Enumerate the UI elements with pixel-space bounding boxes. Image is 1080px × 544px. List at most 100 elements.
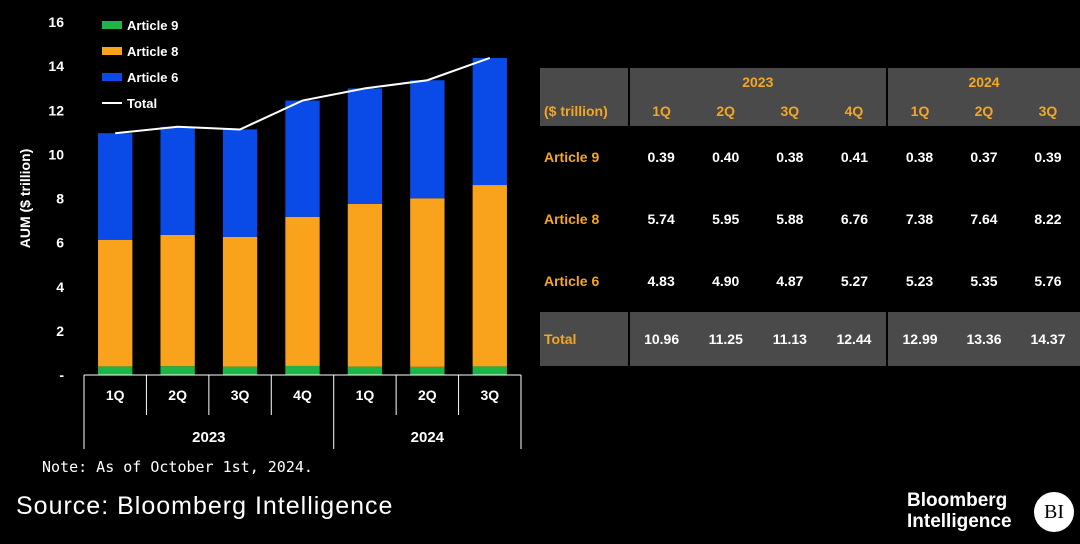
bar-segment-article-6 xyxy=(98,133,133,240)
legend-swatch xyxy=(102,47,122,55)
bar-segment-article-8 xyxy=(160,234,195,367)
y-tick-label: 6 xyxy=(56,235,64,251)
table-cell: 12.99 xyxy=(886,312,952,366)
table-row: Article 6 4.83 4.90 4.87 5.27 5.23 5.35 … xyxy=(540,250,1080,312)
y-tick-label: 2 xyxy=(56,323,64,339)
table-unit-label: ($ trillion) xyxy=(540,96,629,126)
x-tick-label: 3Q xyxy=(480,387,499,403)
bar-segment-article-8 xyxy=(98,239,133,367)
bar-segment-article-6 xyxy=(160,126,195,235)
table-quarter-header: 3Q xyxy=(757,96,822,126)
bar-segment-article-8 xyxy=(285,216,320,366)
y-tick-label: 16 xyxy=(48,14,64,30)
legend-swatch xyxy=(102,21,122,29)
brand-badge-icon: BI xyxy=(1034,492,1074,532)
bar-segment-article-9 xyxy=(285,365,320,375)
table-cell: 0.39 xyxy=(1034,149,1062,165)
year-group-label: 2023 xyxy=(192,429,225,446)
legend-label: Article 9 xyxy=(127,18,178,33)
table-cell: 5.23 xyxy=(905,273,934,289)
table-quarter-header: 2Q xyxy=(693,96,758,126)
legend-swatch xyxy=(102,73,122,81)
table-year-2023: 2023 xyxy=(627,68,888,96)
table-row-label: Article 8 xyxy=(544,211,600,227)
bar-segment-article-8 xyxy=(472,185,507,367)
table-year-2024: 2024 xyxy=(886,68,1080,96)
table-cell: 0.38 xyxy=(776,149,804,165)
y-tick-label: 4 xyxy=(56,279,64,295)
y-tick-label: 14 xyxy=(48,58,64,74)
y-tick-label: - xyxy=(59,367,64,383)
table-cell: 11.25 xyxy=(693,312,758,366)
table-cell: 6.76 xyxy=(840,211,869,227)
x-tick-label: 1Q xyxy=(356,387,375,403)
x-tick-label: 1Q xyxy=(106,387,125,403)
table-cell: 14.37 xyxy=(1015,312,1080,366)
total-line xyxy=(115,57,491,135)
data-table: 2023 2024 ($ trillion) 1Q 2Q 3Q 4Q 1Q 2Q… xyxy=(540,68,1080,366)
bar-segment-article-6 xyxy=(347,88,383,204)
bar-segment-article-8 xyxy=(222,236,258,367)
bar-segment-article-9 xyxy=(347,366,383,375)
x-tick-label: 2Q xyxy=(418,387,437,403)
bar-segment-article-6 xyxy=(222,129,258,237)
table-quarter-header: 1Q xyxy=(627,96,694,126)
table-row-label: Total xyxy=(540,312,629,366)
bar-segment-article-6 xyxy=(472,57,507,186)
table-corner-cell xyxy=(540,68,629,96)
table-cell: 0.41 xyxy=(840,149,869,165)
source-line: Source: Bloomberg Intelligence xyxy=(16,492,394,520)
bar-segment-article-8 xyxy=(410,198,445,367)
legend-label: Article 8 xyxy=(127,44,178,59)
y-tick-label: 12 xyxy=(48,102,64,118)
table-cell: 0.40 xyxy=(712,149,740,165)
table-quarter-header: 1Q xyxy=(886,96,952,126)
table-cell: 5.88 xyxy=(776,211,804,227)
table-quarter-header-row: ($ trillion) 1Q 2Q 3Q 4Q 1Q 2Q 3Q xyxy=(540,96,1080,126)
table-quarter-header: 2Q xyxy=(952,96,1016,126)
table-year-header-row: 2023 2024 xyxy=(540,68,1080,96)
table-cell: 8.22 xyxy=(1034,211,1062,227)
x-tick-label: 4Q xyxy=(293,387,312,403)
table-cell: 4.87 xyxy=(776,273,804,289)
table-cell: 11.13 xyxy=(757,312,822,366)
table-cell: 5.35 xyxy=(970,273,998,289)
table-cell: 0.37 xyxy=(970,149,998,165)
x-tick-label: 3Q xyxy=(231,387,250,403)
table-cell: 5.95 xyxy=(712,211,740,227)
table-cell: 0.39 xyxy=(647,149,675,165)
bar-segment-article-8 xyxy=(347,203,383,367)
y-tick-label: 8 xyxy=(56,191,64,207)
table-row: Article 9 0.39 0.40 0.38 0.41 0.38 0.37 … xyxy=(540,126,1080,188)
table-quarter-header: 4Q xyxy=(821,96,888,126)
footnote: Note: As of October 1st, 2024. xyxy=(42,458,313,476)
year-group-label: 2024 xyxy=(411,429,445,446)
table-cell: 5.76 xyxy=(1034,273,1062,289)
legend-label: Article 6 xyxy=(127,70,178,85)
bar-segment-article-9 xyxy=(472,366,507,375)
table-row-label: Article 6 xyxy=(544,273,600,289)
bar-segment-article-9 xyxy=(410,366,445,375)
table-quarter-header: 3Q xyxy=(1015,96,1080,126)
bar-segment-article-9 xyxy=(222,366,258,375)
table-cell: 13.36 xyxy=(952,312,1016,366)
bar-segment-article-6 xyxy=(410,80,445,199)
table-row-label: Article 9 xyxy=(544,149,600,165)
table-cell: 5.27 xyxy=(840,273,869,289)
table-cell: 0.38 xyxy=(905,149,934,165)
x-tick-label: 2Q xyxy=(168,387,187,403)
bar-segment-article-6 xyxy=(285,100,320,217)
table-cell: 5.74 xyxy=(647,211,675,227)
table-cell: 12.44 xyxy=(821,312,888,366)
table-total-row: Total 10.96 11.25 11.13 12.44 12.99 13.3… xyxy=(540,312,1080,366)
brand-logo: Bloomberg Intelligence xyxy=(907,490,1012,532)
table-cell: 10.96 xyxy=(627,312,694,366)
table-cell: 7.64 xyxy=(970,211,998,227)
brand-name-line1: Bloomberg xyxy=(907,490,1008,511)
bar-segment-article-9 xyxy=(98,366,133,375)
table-cell: 7.38 xyxy=(905,211,934,227)
table-cell: 4.90 xyxy=(712,273,740,289)
brand-name-line2: Intelligence xyxy=(907,511,1012,532)
table-cell: 4.83 xyxy=(647,273,675,289)
y-tick-label: 10 xyxy=(48,146,64,162)
